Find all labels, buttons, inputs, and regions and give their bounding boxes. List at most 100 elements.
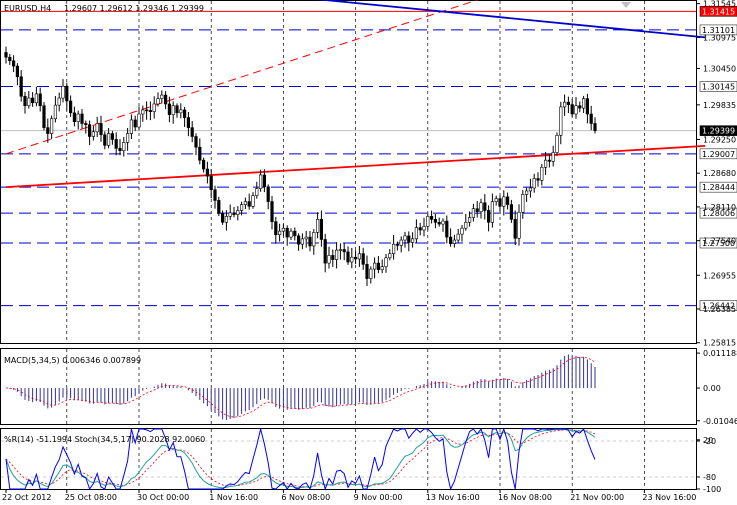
candle-body [122,142,126,151]
candle-body [171,105,175,115]
candle-body [395,243,400,246]
level-label: 1.30145 [702,83,735,92]
x-tick-label: 21 Nov 00:00 [570,493,624,502]
y-tick-label: 1.29835 [703,101,736,110]
candle-body [327,255,331,264]
candle-body [42,105,46,128]
candle-body [274,221,278,236]
candle-body [19,76,23,97]
candle-body [574,105,578,115]
candle-body [266,186,270,202]
candle-body [399,239,403,246]
candle-body [418,227,422,231]
candle-body [388,253,392,259]
candle-body [202,159,206,170]
candle-body [251,195,255,207]
candle-body [293,230,297,237]
candle-body [137,113,141,128]
candle-body [175,105,179,114]
candle-body [323,239,327,264]
candle-body [296,235,301,245]
candle-body [194,136,198,148]
y-tick-label: 20 [703,436,713,445]
x-tick-label: 6 Nov 08:00 [281,493,330,502]
candle-body [224,216,229,223]
level-label: 1.28006 [702,209,735,218]
candle-body [589,113,593,124]
y-tick-label: 1.30975 [703,33,736,42]
level-label: 1.29399 [702,127,735,136]
level-label: 1.31415 [702,7,735,16]
candle-body [369,268,373,279]
y-tick-label: -100 [703,485,721,494]
candle-body [479,202,483,212]
candle-body [152,103,156,112]
y-tick-label: 0.00 [703,384,721,393]
candle-body [164,94,168,105]
candle-body [304,236,308,240]
candle-body [61,85,65,99]
macd-histogram: 0.011188 0.00 -0.01046 [5,349,737,426]
candle-body [240,204,244,211]
y-tick-label: 1.28110 [703,203,736,212]
candle-body [217,200,221,214]
chart-shift-icon[interactable] [621,2,631,8]
candle-body [30,97,35,104]
candle-body [91,131,95,137]
stoch-signal-line [5,429,596,488]
candle-body [555,135,559,153]
candle-body [380,266,384,270]
candle-body [350,256,354,263]
candle-body [460,227,464,235]
candle-body [342,249,346,253]
candle-body [532,178,536,189]
blue-trendline [315,0,706,39]
candle-body [433,219,438,223]
level-label-box [699,300,737,311]
candle-body [505,196,510,205]
candle-body [483,202,487,211]
candle-body [247,201,251,207]
candle-body [281,227,286,232]
level-label-box [699,6,737,17]
candle-body [308,236,312,247]
candle-body [452,239,457,244]
candle-body [186,117,191,128]
candle-body [236,210,240,215]
stochastic-lines: 20-20 -80 -100 [1,427,721,494]
candle-body [76,113,80,123]
candle-body [441,220,445,225]
candle-body [277,230,282,236]
y-tick-label: -80 [703,473,716,482]
level-label: 1.26442 [702,302,735,311]
level-label-box [699,125,737,136]
candle-body [410,238,415,243]
y-tick-label: 1.31545 [703,0,736,9]
candle-body [141,109,145,115]
horizontal-levels: 1.31415 1.31101 1.30145 1.29399 1.29007 1.284… [1,6,737,311]
candle-body [581,98,586,109]
candle-body [65,85,69,102]
candle-body [232,212,236,215]
candle-body [258,174,263,189]
candle-body [4,52,8,58]
candle-body [209,175,213,191]
y-tick-label: 1.30450 [703,64,736,73]
candle-body [467,217,472,223]
level-label: 1.29007 [702,150,735,159]
candle-body [183,109,187,118]
y-tick-label: 0.011188 [703,349,737,358]
candle-body [110,133,114,140]
candle-body [521,194,525,213]
candle-body [528,187,532,192]
candle-body [346,251,350,263]
candle-body [145,109,149,112]
candle-body [403,235,407,241]
candle-body [95,123,99,133]
candle-body [437,221,441,225]
candle-body [338,249,343,251]
level-label-box [699,148,737,160]
candle-body [513,219,517,239]
